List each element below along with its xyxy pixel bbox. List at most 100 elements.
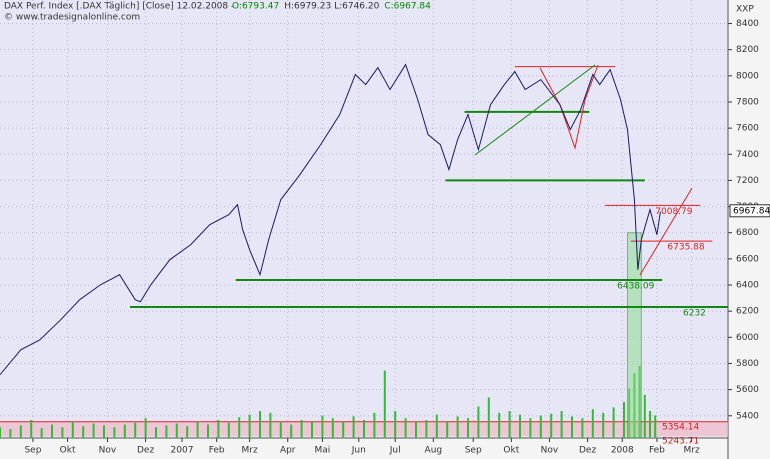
volume-bar <box>394 411 397 438</box>
level-label: 7008.79 <box>655 207 692 217</box>
ohlc-value: C:6967.84 <box>384 2 431 12</box>
volume-bar <box>82 426 85 438</box>
volume-bar <box>425 420 428 438</box>
volume-bar <box>331 418 334 438</box>
ohlc-value: O:6793.47 <box>232 2 279 12</box>
volume-bar <box>529 418 532 438</box>
volume-bar <box>71 421 74 438</box>
volume-bar <box>560 411 563 438</box>
ohlc-value: H:6979.23 L:6746.20 <box>284 2 379 12</box>
x-tick-label: Feb <box>209 446 225 456</box>
volume-bar <box>342 421 345 438</box>
volume-bar <box>134 422 137 438</box>
y-tick-label: 5600 <box>736 385 759 395</box>
volume-bar <box>30 420 33 438</box>
x-tick-label: Sep <box>465 446 482 456</box>
band-label: 5243.71 <box>662 437 699 447</box>
x-tick-label: Okt <box>60 446 76 456</box>
volume-bar <box>103 425 105 438</box>
volume-bar <box>363 420 365 438</box>
x-tick-label: Mai <box>315 446 331 456</box>
volume-bar <box>415 421 417 438</box>
band-label: 5354.14 <box>662 422 699 432</box>
volume-bar <box>456 416 459 438</box>
volume-bar <box>300 420 303 438</box>
trend-line <box>639 187 693 276</box>
y-tick-label: 6600 <box>736 254 759 264</box>
volume-bar <box>591 409 594 438</box>
volume-bar <box>61 427 64 438</box>
x-tick-label: Jun <box>351 446 366 456</box>
volume-bar <box>581 418 584 438</box>
x-tick-label: Mrz <box>683 446 699 456</box>
volume-bar <box>383 370 386 438</box>
level-label: 6438.09 <box>617 282 654 292</box>
volume-bar <box>217 420 220 438</box>
x-tick-label: Dez <box>137 446 154 456</box>
volume-bar <box>352 416 355 438</box>
volume-bar <box>51 424 53 438</box>
trend-line <box>539 64 599 150</box>
volume-bar <box>290 424 293 438</box>
volume-bar <box>373 412 376 438</box>
x-tick-label: Aug <box>425 446 443 456</box>
volume-bar <box>269 412 272 438</box>
x-axis-background <box>0 438 728 459</box>
volume-bar <box>508 411 511 438</box>
volume-bar <box>446 420 449 438</box>
volume-bar <box>155 427 157 438</box>
level-label: 6232 <box>683 308 706 318</box>
x-tick-label: 2008 <box>611 446 634 456</box>
volume-bar <box>0 427 1 438</box>
y-tick-label: 7800 <box>736 97 759 107</box>
volume-bar <box>123 424 126 438</box>
x-tick-label: Feb <box>649 446 665 456</box>
x-tick-label: Jul <box>389 446 401 456</box>
volume-bar <box>207 424 209 438</box>
volume-bar <box>487 397 490 438</box>
trend-line <box>474 64 596 156</box>
volume-bar <box>238 417 241 438</box>
volume-bar <box>227 422 230 438</box>
y-tick-label: 7200 <box>736 176 759 186</box>
volume-bar <box>571 416 573 438</box>
x-tick-label: Mrz <box>241 446 257 456</box>
x-tick-label: Sep <box>24 446 41 456</box>
volume-bar <box>649 411 651 438</box>
volume-bar <box>498 412 501 438</box>
x-tick-label: Nov <box>99 446 117 456</box>
y-tick-label: 8400 <box>736 19 759 29</box>
volume-bar <box>519 414 521 438</box>
y-tick-label: 6000 <box>736 333 759 343</box>
volume-bar <box>612 407 615 438</box>
volume-bar <box>40 428 43 438</box>
x-tick-label: Dez <box>579 446 596 456</box>
volume-bar <box>248 414 251 438</box>
volume-bar <box>539 415 542 438</box>
y-tick-label: 7600 <box>736 124 759 134</box>
volume-bar <box>9 429 12 438</box>
volume-bar <box>19 425 22 438</box>
volume-bar <box>602 412 605 438</box>
x-tick-label: 2007 <box>171 446 194 456</box>
last-price-box <box>729 204 770 218</box>
volume-bar <box>196 421 199 438</box>
volume-bar <box>321 415 324 438</box>
volume-bar <box>259 411 261 438</box>
chart-title: DAX Perf. Index [.DAX Täglich] [Close] 1… <box>4 2 234 12</box>
highlight-box <box>626 232 642 439</box>
plot-background <box>0 0 728 438</box>
volume-bar <box>654 415 657 438</box>
volume-bar <box>550 413 553 438</box>
x-tick-label: Nov <box>541 446 559 456</box>
axis-background <box>728 0 770 459</box>
last-price-label: 6967.84 <box>733 206 770 216</box>
volume-bar <box>113 427 116 438</box>
volume-bar <box>404 418 407 438</box>
volume-bar <box>165 425 168 438</box>
y-tick-label: 5800 <box>736 359 759 369</box>
y-tick-label: 6400 <box>736 281 759 291</box>
volume-bar <box>186 426 189 438</box>
volume-bar <box>311 420 313 438</box>
